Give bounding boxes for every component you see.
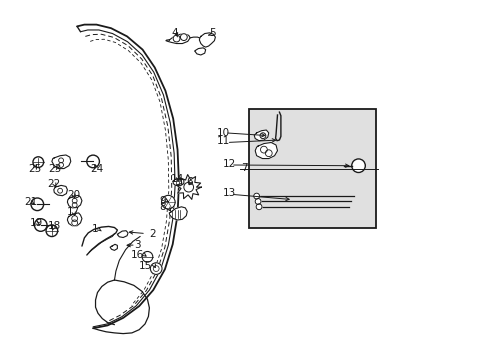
Text: 25: 25 — [28, 163, 41, 174]
Text: 8: 8 — [159, 202, 165, 212]
Polygon shape — [52, 155, 71, 168]
Polygon shape — [255, 143, 277, 158]
Circle shape — [87, 155, 99, 168]
Text: 14: 14 — [171, 174, 184, 184]
Polygon shape — [110, 244, 117, 250]
Polygon shape — [173, 178, 183, 186]
Circle shape — [265, 150, 272, 157]
Polygon shape — [176, 175, 201, 199]
Circle shape — [255, 198, 261, 204]
Circle shape — [72, 220, 78, 226]
Circle shape — [72, 203, 77, 207]
Text: 19: 19 — [30, 218, 43, 228]
Polygon shape — [199, 33, 215, 47]
Circle shape — [46, 225, 58, 237]
Circle shape — [161, 195, 175, 209]
Circle shape — [260, 133, 265, 139]
Circle shape — [31, 198, 43, 211]
Text: 1: 1 — [91, 224, 98, 234]
Polygon shape — [117, 231, 128, 238]
Text: 10: 10 — [216, 128, 229, 138]
Circle shape — [72, 198, 77, 203]
Circle shape — [72, 216, 78, 221]
Text: 12: 12 — [222, 159, 235, 169]
Polygon shape — [195, 48, 205, 55]
Circle shape — [351, 159, 365, 172]
Text: 16: 16 — [130, 250, 143, 260]
Text: 7: 7 — [241, 163, 248, 173]
Circle shape — [59, 163, 63, 167]
Polygon shape — [54, 185, 67, 196]
Circle shape — [253, 193, 259, 199]
Polygon shape — [165, 34, 190, 44]
Circle shape — [33, 157, 43, 167]
Text: 5: 5 — [209, 28, 216, 38]
Text: 24: 24 — [90, 163, 103, 174]
Text: 17: 17 — [67, 207, 80, 217]
Circle shape — [256, 204, 262, 210]
Circle shape — [173, 35, 180, 42]
Text: 2: 2 — [149, 229, 155, 239]
Text: 3: 3 — [134, 240, 140, 250]
Text: 20: 20 — [67, 190, 80, 200]
Bar — [249, 109, 375, 228]
Text: 18: 18 — [47, 221, 61, 231]
Text: 13: 13 — [222, 188, 235, 198]
Polygon shape — [67, 213, 82, 226]
Polygon shape — [67, 195, 82, 208]
Circle shape — [58, 188, 62, 193]
Circle shape — [59, 158, 63, 163]
Text: 4: 4 — [171, 28, 178, 38]
Circle shape — [183, 182, 193, 192]
Circle shape — [153, 266, 159, 271]
Text: 9: 9 — [159, 197, 165, 206]
Circle shape — [260, 146, 267, 153]
Polygon shape — [254, 130, 268, 141]
Text: 21: 21 — [24, 197, 38, 207]
Circle shape — [180, 34, 187, 41]
Text: 23: 23 — [48, 163, 62, 174]
Text: 15: 15 — [139, 261, 152, 271]
Polygon shape — [82, 226, 117, 255]
Polygon shape — [169, 207, 187, 220]
Text: 11: 11 — [216, 136, 230, 147]
Text: 22: 22 — [47, 179, 61, 189]
Text: 6: 6 — [186, 177, 193, 187]
Circle shape — [142, 252, 152, 262]
Circle shape — [34, 219, 47, 231]
Circle shape — [150, 263, 162, 274]
